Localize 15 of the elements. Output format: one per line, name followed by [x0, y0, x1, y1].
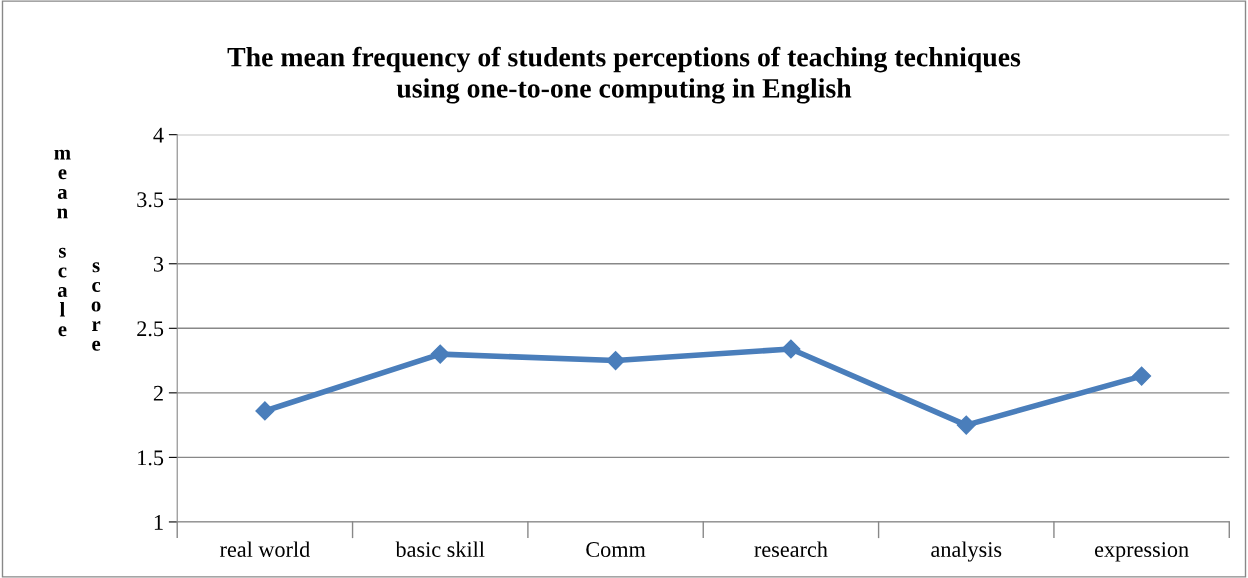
y-tick-label: 3	[153, 256, 164, 272]
x-tick-label: Comm	[586, 542, 646, 558]
x-tick-label: expression	[1094, 542, 1189, 562]
y-tick-label: 3.5	[137, 192, 164, 208]
x-tick-label: real world	[219, 541, 310, 558]
y-tick-label: 4	[153, 127, 164, 143]
y-tick-label: 1.5	[138, 450, 164, 466]
chart-title: The mean frequency of students perceptions of teaching techniques using one-to-one computing in English	[227, 46, 1021, 104]
text: mean scale score	[54, 149, 101, 351]
x-tick-label: analysis	[931, 541, 1002, 562]
y-tick-label: 2.5	[137, 321, 164, 337]
x-tick-label: research	[754, 541, 828, 558]
y-tick-label: 2	[153, 385, 163, 401]
y-tick-label: 1	[154, 514, 163, 530]
x-tick-label: basic skill	[395, 541, 485, 558]
